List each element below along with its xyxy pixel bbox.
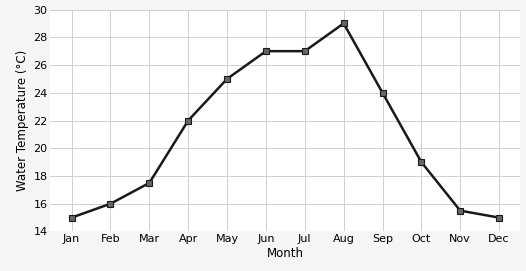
Y-axis label: Water Temperature (°C): Water Temperature (°C): [16, 50, 29, 191]
X-axis label: Month: Month: [267, 247, 304, 260]
